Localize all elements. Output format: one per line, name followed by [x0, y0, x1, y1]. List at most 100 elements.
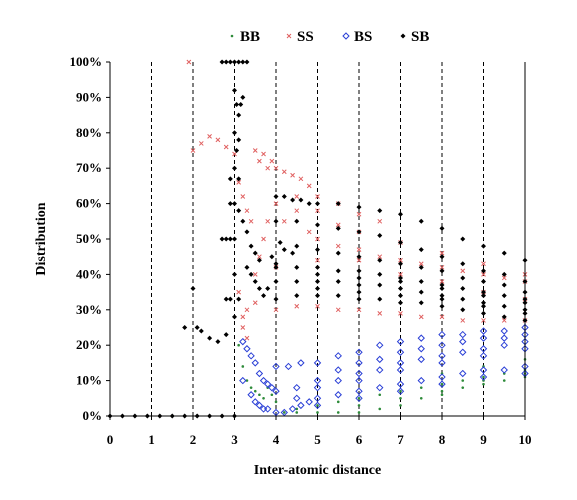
point-bb	[283, 411, 286, 414]
point-bs	[459, 369, 467, 378]
point-bb	[316, 404, 319, 407]
point-bb	[270, 393, 274, 397]
point-bb	[378, 393, 382, 397]
point-bs	[251, 398, 259, 406]
point-bb	[258, 393, 261, 397]
point-sb	[290, 197, 296, 203]
point-ss	[186, 59, 192, 65]
point-bs	[259, 376, 268, 385]
point-ss	[315, 303, 320, 309]
point-bb	[378, 407, 382, 411]
point-sb	[244, 229, 250, 235]
point-ss	[306, 229, 312, 235]
point-bs	[355, 376, 363, 385]
point-bs	[396, 387, 405, 395]
x-tick-label: 8	[439, 432, 446, 447]
point-bs	[247, 391, 255, 399]
point-sb	[377, 296, 383, 302]
point-sb	[501, 293, 507, 299]
point-bs	[293, 394, 301, 403]
point-bs	[288, 405, 297, 413]
point-ss	[298, 176, 304, 182]
point-sb	[418, 300, 424, 306]
legend-label-sb: SB	[411, 29, 429, 45]
point-ss	[460, 318, 466, 323]
point-sb	[356, 296, 362, 302]
x-tick-label: 10	[519, 432, 532, 447]
point-ss	[356, 247, 362, 252]
point-bs	[438, 341, 446, 349]
point-sb	[236, 112, 242, 118]
point-sb	[252, 278, 258, 284]
series-sb	[107, 59, 528, 419]
legend-label-ss: SS	[297, 29, 314, 45]
point-ss	[223, 144, 229, 150]
x-tick-label: 7	[397, 432, 404, 447]
point-bs	[355, 394, 363, 403]
point-sb	[501, 314, 507, 320]
point-sb	[398, 211, 403, 217]
point-sb	[294, 293, 300, 299]
point-bs	[313, 383, 322, 392]
y-tick-label: 0%	[83, 408, 103, 423]
point-ss	[261, 236, 266, 242]
point-sb	[481, 310, 486, 316]
point-sb	[236, 176, 242, 182]
point-ss	[294, 208, 300, 214]
point-bs	[500, 341, 508, 349]
point-ss	[439, 264, 445, 270]
point-sb	[281, 194, 287, 200]
point-bs	[376, 341, 384, 349]
point-bs	[479, 352, 488, 360]
point-bs	[313, 401, 322, 410]
point-ss	[501, 275, 507, 281]
point-sb	[238, 101, 244, 107]
point-bb	[482, 375, 485, 379]
point-bs	[355, 387, 363, 395]
point-bb	[253, 389, 257, 393]
point-bb	[399, 404, 402, 407]
point-ss	[207, 133, 212, 139]
point-sb	[481, 293, 486, 299]
point-sb	[273, 264, 279, 270]
point-ss	[294, 303, 300, 309]
x-axis-title: Inter-atomic distance	[254, 463, 381, 478]
y-tick-labels: 0% 10% 20% 30% 40% 50% 60% 70% 80% 90% 100%	[70, 54, 103, 423]
point-ss	[294, 194, 300, 199]
point-ss	[439, 314, 445, 320]
point-sb	[236, 59, 242, 65]
point-ss	[265, 218, 271, 224]
x-tick-label: 0	[107, 432, 114, 447]
axes	[106, 61, 526, 420]
point-sb	[481, 300, 486, 306]
point-ss	[215, 137, 221, 143]
point-ss	[261, 151, 266, 157]
point-sb	[398, 275, 403, 281]
point-sb	[182, 325, 188, 330]
point-sb	[460, 286, 466, 292]
point-sb	[481, 243, 486, 249]
point-sb	[335, 250, 341, 256]
point-sb	[273, 278, 279, 284]
point-sb	[356, 275, 362, 281]
point-bs	[438, 352, 446, 360]
point-sb	[501, 282, 507, 288]
x-tick-label: 9	[480, 432, 487, 447]
point-sb	[227, 59, 233, 65]
point-sb	[315, 293, 320, 299]
point-sb	[335, 268, 341, 274]
point-sb	[227, 201, 233, 207]
point-ss	[281, 218, 287, 224]
point-bb	[419, 386, 423, 389]
point-bs	[239, 337, 247, 346]
point-bs	[334, 352, 342, 360]
point-ss	[252, 300, 258, 306]
point-bs	[334, 391, 342, 399]
y-tick-label: 70%	[76, 160, 102, 175]
point-sb	[439, 282, 445, 288]
point-sb	[232, 130, 237, 136]
point-bs	[284, 362, 293, 371]
point-ss	[315, 257, 320, 263]
point-sb	[232, 165, 237, 171]
point-sb	[460, 236, 466, 242]
